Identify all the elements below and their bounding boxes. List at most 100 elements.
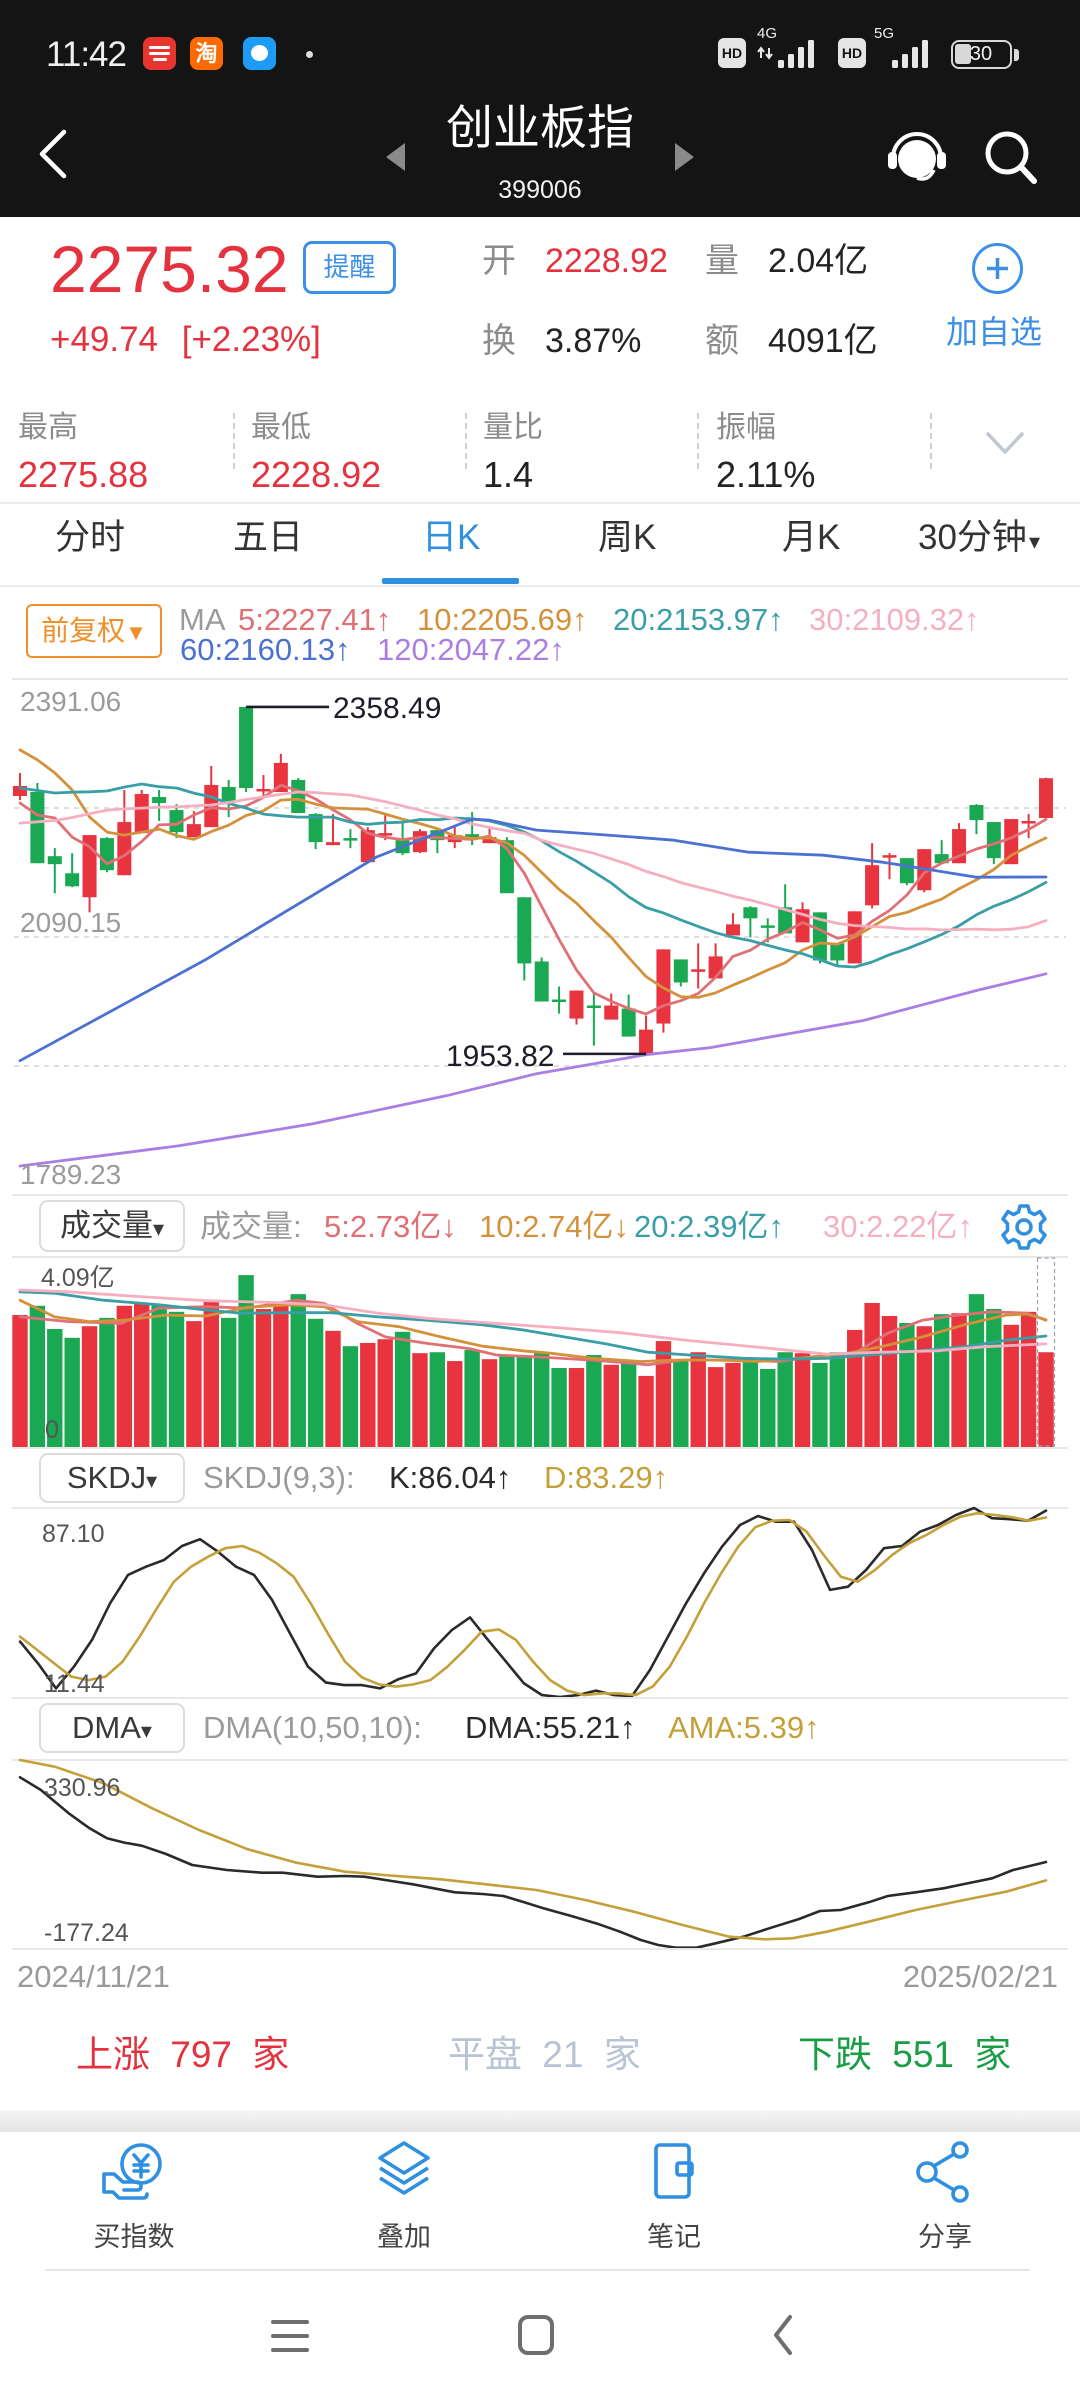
candle <box>639 1015 654 1054</box>
candle <box>1039 777 1054 819</box>
unchanged-count[interactable]: 平盘 21 家 <box>448 2036 641 2073</box>
add-watchlist-label[interactable]: 加自选 <box>946 314 1043 350</box>
adjustment-label: 前复权 <box>41 615 126 646</box>
chart-border <box>12 1256 1068 1258</box>
notes-button[interactable]: 笔记 <box>589 2140 759 2251</box>
trend-up-arrow-icon: ↑ <box>964 602 980 637</box>
x-axis-end-date: 2025/02/21 <box>902 1959 1058 1994</box>
next-stock-icon[interactable] <box>674 142 696 172</box>
volume-chart[interactable] <box>0 1257 1080 1447</box>
volume-bar <box>307 1318 324 1447</box>
battery-level: 30 <box>969 43 993 65</box>
low-label: 最低 <box>251 411 311 444</box>
volume-bar <box>620 1362 637 1447</box>
candle <box>830 943 845 967</box>
skdj-axis-max: 87.10 <box>42 1520 105 1548</box>
ma30-legend: 30:2109.32↑ <box>809 604 980 635</box>
volume-bar <box>1003 1324 1019 1447</box>
stock-app-notification-icon <box>143 37 176 70</box>
selector-label: DMA <box>72 1710 141 1745</box>
ma60-legend: 60:2160.13↑ <box>180 634 351 665</box>
volume-bar <box>760 1368 776 1447</box>
home-icon[interactable] <box>516 2314 556 2356</box>
candle <box>604 993 619 1020</box>
candlestick-chart[interactable] <box>0 679 1080 1195</box>
ma-prefix: MA <box>179 602 226 637</box>
ma5-legend: 5:2227.41↑ <box>238 604 391 635</box>
volume-bar <box>725 1362 741 1447</box>
volume-bar <box>690 1352 706 1447</box>
volume-axis-min: 0 <box>45 1416 59 1444</box>
ma120-line <box>18 972 1048 1168</box>
vol-ma30-legend: 30:2.22亿↑ <box>823 1211 973 1242</box>
prev-stock-icon[interactable] <box>384 142 406 172</box>
candle <box>586 992 601 1046</box>
hd-voice-badge-1: HD <box>718 38 746 68</box>
volume-bar <box>99 1317 115 1447</box>
price-adjustment-selector[interactable]: 前复权▼ <box>26 604 162 658</box>
volume-bar <box>603 1364 619 1447</box>
recent-apps-icon[interactable] <box>270 2316 310 2356</box>
hd-voice-badge-2: HD <box>838 38 866 68</box>
vol-ma5-value: 5:2.73亿 <box>324 1209 442 1244</box>
volume-indicator-selector[interactable]: 成交量▾ <box>39 1200 185 1252</box>
share-button[interactable]: 分享 <box>860 2140 1030 2251</box>
advancers-value: 797 <box>170 2034 233 2075</box>
skdj-chart[interactable] <box>0 1506 1080 1699</box>
vol-ma10-legend: 10:2.74亿↓ <box>479 1211 629 1242</box>
dropdown-caret-icon: ▾ <box>146 1468 158 1493</box>
candle <box>934 840 949 864</box>
volume-bar <box>360 1342 376 1447</box>
volume-bar <box>429 1352 446 1447</box>
ma10-line <box>18 748 1048 999</box>
last-price: 2275.32 <box>50 232 289 306</box>
advancers-count[interactable]: 上涨 797 家 <box>76 2036 289 2073</box>
volume-bar <box>394 1331 411 1447</box>
buy-index-button[interactable]: 买指数 <box>49 2140 219 2251</box>
overlay-button[interactable]: 叠加 <box>319 2140 489 2251</box>
skdj-k-legend: K:86.04↑ <box>389 1462 511 1493</box>
search-icon[interactable] <box>980 126 1042 188</box>
ma120-value: 120:2047.22 <box>377 632 550 667</box>
volume-bar <box>899 1322 915 1447</box>
trend-up-arrow-icon: ↑ <box>549 632 565 667</box>
back-nav-icon[interactable] <box>768 2314 798 2356</box>
skdj-axis-min: 11.44 <box>44 1670 105 1698</box>
trend-up-arrow-icon: ↑ <box>652 1460 669 1495</box>
volume-bar <box>586 1355 602 1447</box>
tab-intraday[interactable]: 分时 <box>55 518 126 557</box>
tab-five-day[interactable]: 五日 <box>233 518 304 557</box>
ma10-value: 10:2205.69 <box>417 602 573 637</box>
buy-index-icon <box>102 2143 162 2200</box>
unit-label: 家 <box>974 2034 1012 2075</box>
settings-gear-icon[interactable] <box>998 1201 1050 1253</box>
volume-bar <box>951 1313 967 1447</box>
candle <box>969 804 984 835</box>
volume-bar <box>968 1294 985 1447</box>
tab-daily-k[interactable]: 日K <box>422 518 481 557</box>
candle <box>152 789 167 822</box>
candle <box>691 943 706 989</box>
candle <box>134 789 149 834</box>
tab-weekly-k[interactable]: 周K <box>598 518 657 557</box>
decliners-count[interactable]: 下跌 551 家 <box>798 2036 1011 2073</box>
price-alert-button[interactable]: 提醒 <box>303 241 396 294</box>
volume-bar <box>342 1346 359 1447</box>
add-watchlist-button[interactable] <box>972 243 1023 294</box>
trend-up-arrow-icon: ↑ <box>495 1460 512 1495</box>
candle <box>534 957 549 1002</box>
tab-30min[interactable]: 30分钟▾ <box>918 520 1040 555</box>
trend-up-arrow-icon: ↑ <box>572 602 588 637</box>
notes-label: 笔记 <box>647 2222 701 2252</box>
tab-monthly-k[interactable]: 月K <box>782 518 841 557</box>
customer-service-icon[interactable] <box>884 124 950 190</box>
price-axis-max: 2391.06 <box>20 686 122 717</box>
back-icon[interactable] <box>30 126 78 182</box>
volume-bar <box>777 1352 793 1447</box>
expand-chevron-down-icon[interactable] <box>984 428 1026 458</box>
skdj-indicator-selector[interactable]: SKDJ▾ <box>39 1453 185 1503</box>
dma-indicator-selector[interactable]: DMA▾ <box>39 1703 185 1753</box>
candle <box>169 804 184 839</box>
dropdown-caret-icon: ▾ <box>1028 529 1040 554</box>
dma-chart[interactable] <box>0 1758 1080 1949</box>
